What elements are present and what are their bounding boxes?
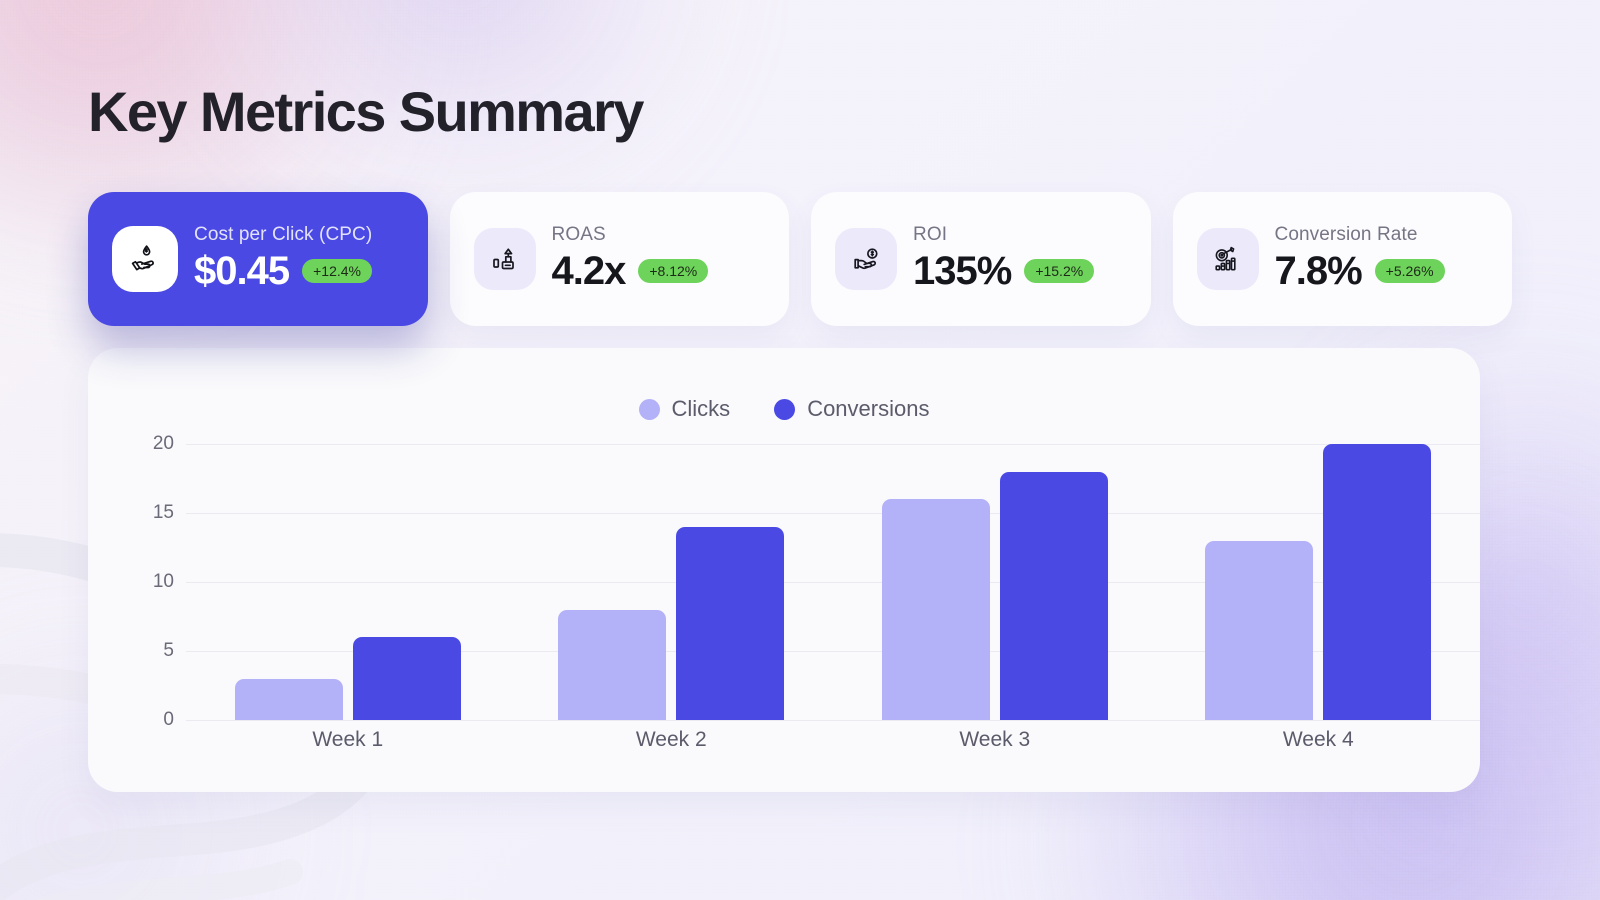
gridline bbox=[186, 513, 1480, 514]
kpi-card-roi[interactable]: ROI 135% +15.2% bbox=[811, 192, 1151, 326]
y-axis-tick-label: 10 bbox=[152, 571, 174, 592]
bar-conversions[interactable] bbox=[999, 471, 1108, 720]
kpi-value-row: 135% +15.2% bbox=[913, 248, 1095, 294]
legend-label-conversions: Conversions bbox=[807, 396, 930, 421]
kpi-card-roas[interactable]: ROAS 4.2x +8.12% bbox=[449, 192, 789, 326]
gridline bbox=[186, 651, 1480, 652]
gridline bbox=[186, 582, 1480, 583]
money-in-hand-icon bbox=[112, 226, 178, 292]
kpi-label: ROI bbox=[913, 224, 948, 245]
bar-group bbox=[833, 444, 1157, 720]
legend-swatch-clicks bbox=[638, 398, 660, 420]
bar-group bbox=[510, 444, 834, 720]
page-title: Key Metrics Summary bbox=[88, 80, 644, 143]
hand-coin-icon bbox=[835, 228, 897, 290]
kpi-delta-badge: +5.26% bbox=[1374, 259, 1445, 283]
chart-card: Clicks Conversions 0 5 10 15 20 Week 1 Week 2… bbox=[88, 348, 1480, 792]
chart-y-axis: 0 5 10 15 20 bbox=[128, 433, 174, 730]
kpi-value: 4.2x bbox=[551, 249, 627, 293]
kpi-value: $0.45 bbox=[194, 249, 290, 293]
bar-growth-arrow-icon bbox=[473, 228, 536, 290]
bar-conversions[interactable] bbox=[352, 637, 461, 720]
bar-group bbox=[1157, 444, 1481, 720]
kpi-card-cost-per-click[interactable]: Cost per Click (CPC) $0.45 +12.4% bbox=[88, 192, 428, 326]
chart-legend: Clicks Conversions bbox=[88, 396, 1480, 422]
gridline bbox=[186, 444, 1480, 445]
bar-clicks[interactable] bbox=[881, 499, 990, 720]
x-axis-tick-label: Week 2 bbox=[635, 728, 707, 751]
bar-conversions[interactable] bbox=[676, 526, 785, 720]
legend-item-conversions[interactable]: Conversions bbox=[774, 396, 929, 422]
kpi-card-conversion-rate[interactable]: Conversion Rate 7.8% +5.26% bbox=[1172, 192, 1512, 326]
legend-item-clicks[interactable]: Clicks bbox=[638, 396, 731, 422]
kpi-label: ROAS bbox=[551, 224, 606, 245]
kpi-delta-badge: +8.12% bbox=[638, 259, 709, 283]
y-axis-tick-label: 15 bbox=[152, 502, 174, 523]
bar-conversions[interactable] bbox=[1323, 444, 1432, 720]
kpi-delta-badge: +15.2% bbox=[1024, 259, 1095, 283]
y-axis-tick-label: 20 bbox=[152, 433, 174, 454]
kpi-card-body: Conversion Rate 7.8% +5.26% bbox=[1275, 224, 1445, 294]
kpi-value: 7.8% bbox=[1274, 249, 1363, 293]
bar-clicks[interactable] bbox=[234, 678, 343, 720]
y-axis-tick-label: 0 bbox=[163, 709, 174, 730]
kpi-label: Conversion Rate bbox=[1274, 224, 1418, 245]
kpi-value-row: 4.2x +8.12% bbox=[552, 248, 709, 294]
kpi-value-row: 7.8% +5.26% bbox=[1275, 248, 1445, 294]
x-axis-tick-label: Week 4 bbox=[1282, 728, 1354, 751]
y-axis-tick-label: 5 bbox=[163, 640, 174, 661]
target-dart-bars-icon bbox=[1196, 228, 1259, 290]
x-axis-tick-label: Week 3 bbox=[959, 728, 1031, 751]
kpi-card-body: ROAS 4.2x +8.12% bbox=[552, 224, 709, 294]
kpi-card-body: Cost per Click (CPC) $0.45 +12.4% bbox=[194, 224, 372, 294]
chart-x-axis: Week 1 Week 2 Week 3 Week 4 bbox=[186, 728, 1480, 752]
kpi-label: Cost per Click (CPC) bbox=[194, 224, 373, 245]
bar-clicks[interactable] bbox=[558, 609, 667, 720]
legend-swatch-conversions bbox=[774, 398, 796, 420]
chart-plot-area: 0 5 10 15 20 Week 1 Week 2 Week 3 Week 4 bbox=[88, 433, 1480, 792]
kpi-card-row: Cost per Click (CPC) $0.45 +12.4% bbox=[88, 192, 1512, 326]
chart-bar-groups bbox=[186, 444, 1480, 720]
kpi-value: 135% bbox=[913, 249, 1012, 293]
kpi-value-row: $0.45 +12.4% bbox=[194, 248, 372, 294]
kpi-delta-badge: +12.4% bbox=[302, 259, 372, 283]
gridline bbox=[186, 720, 1480, 721]
bar-clicks[interactable] bbox=[1205, 540, 1314, 720]
kpi-card-body: ROI 135% +15.2% bbox=[913, 224, 1095, 294]
chart-gridlines bbox=[186, 444, 1480, 721]
legend-label-clicks: Clicks bbox=[671, 396, 731, 421]
x-axis-tick-label: Week 1 bbox=[312, 728, 384, 751]
bar-group bbox=[186, 444, 510, 720]
